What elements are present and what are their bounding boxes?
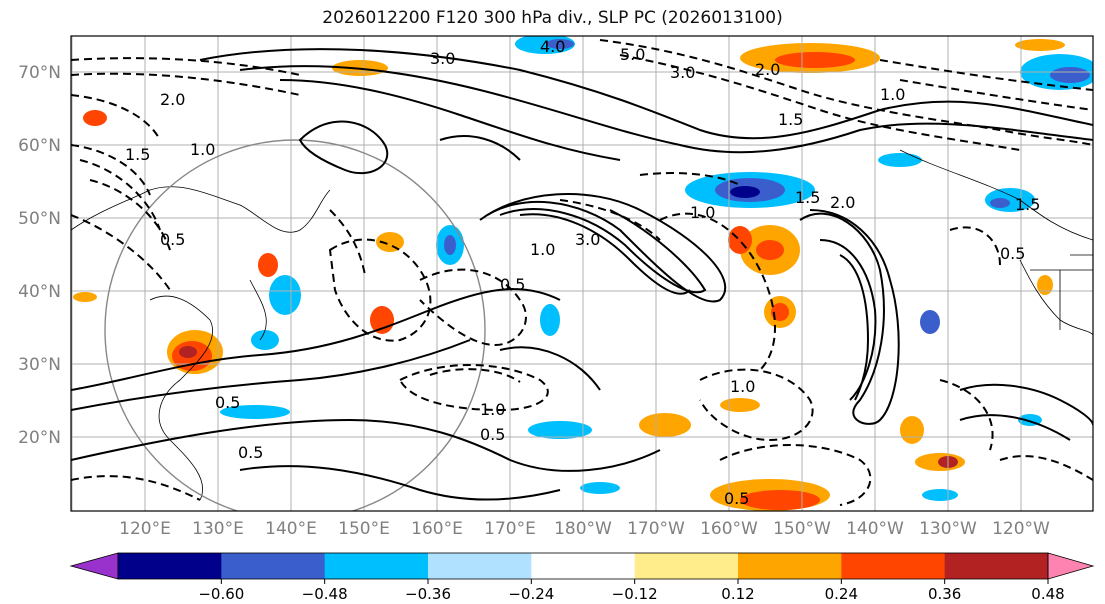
colorbar-segment xyxy=(738,553,842,579)
lon-label: 140°W xyxy=(846,519,904,539)
colorbar-segment xyxy=(428,553,532,579)
lat-label: 20°N xyxy=(18,428,61,448)
svg-text:1.5: 1.5 xyxy=(795,188,820,207)
colorbar-segment xyxy=(634,553,739,579)
svg-text:1.0: 1.0 xyxy=(530,240,555,259)
svg-text:0.5: 0.5 xyxy=(1000,244,1025,263)
lon-label: 120°W xyxy=(992,519,1050,539)
longitude-labels: 120°E 130°E 140°E 150°E 160°E 170°E 180°… xyxy=(119,519,1050,539)
colorbar-tick-label: 0.12 xyxy=(721,585,754,603)
svg-text:2.0: 2.0 xyxy=(830,193,855,212)
svg-text:0.5: 0.5 xyxy=(238,443,263,462)
slp-contours-dashed xyxy=(71,39,1093,506)
lat-label: 70°N xyxy=(18,63,61,83)
lon-label: 150°W xyxy=(773,519,831,539)
colorbar-segment xyxy=(944,553,1049,579)
map-background xyxy=(71,36,1093,511)
colorbar-tick-label: −0.48 xyxy=(302,585,348,603)
divergence-shading xyxy=(73,36,1093,511)
svg-text:0.5: 0.5 xyxy=(215,393,240,412)
colorbar-tick-label: 0.48 xyxy=(1031,585,1064,603)
svg-text:5.0: 5.0 xyxy=(620,45,645,64)
svg-text:1.0: 1.0 xyxy=(690,203,715,222)
lon-label: 180°W xyxy=(554,519,612,539)
svg-text:1.0: 1.0 xyxy=(730,377,755,396)
projection-circle xyxy=(104,139,486,511)
lon-label: 130°E xyxy=(192,519,244,539)
svg-text:1.0: 1.0 xyxy=(480,400,505,419)
colorbar-tick-label: 0.36 xyxy=(928,585,961,603)
lon-label: 140°E xyxy=(265,519,317,539)
map-title: 2026012200 F120 300 hPa div., SLP PC (20… xyxy=(322,8,783,28)
svg-text:0.5: 0.5 xyxy=(500,275,525,294)
lat-label: 30°N xyxy=(18,355,61,375)
contour-labels: 3.0 2.0 1.5 1.0 0.5 4.0 5.0 3.0 2.0 1.5 … xyxy=(125,37,1040,508)
colorbar-tick-label: −0.24 xyxy=(508,585,554,603)
colorbar-segment xyxy=(841,553,946,579)
svg-text:1.0: 1.0 xyxy=(880,85,905,104)
svg-text:1.5: 1.5 xyxy=(1015,195,1040,214)
svg-text:2.0: 2.0 xyxy=(160,90,185,109)
lon-label: 160°W xyxy=(700,519,758,539)
colorbar-segment xyxy=(221,553,326,579)
svg-text:3.0: 3.0 xyxy=(670,63,695,82)
svg-text:4.0: 4.0 xyxy=(540,37,565,56)
latitude-labels: 70°N 60°N 50°N 40°N 30°N 20°N xyxy=(18,63,61,448)
lon-label: 160°E xyxy=(411,519,463,539)
lon-label: 150°E xyxy=(338,519,390,539)
colorbar-outline xyxy=(117,552,1049,580)
lon-label: 120°E xyxy=(119,519,171,539)
lon-label: 170°E xyxy=(484,519,536,539)
colorbar: −0.60 −0.48 −0.36 −0.24 −0.12 0.12 0.24 0.36 0.4… xyxy=(69,552,1095,603)
svg-text:0.5: 0.5 xyxy=(160,230,185,249)
svg-text:3.0: 3.0 xyxy=(430,49,455,68)
svg-text:1.0: 1.0 xyxy=(190,140,215,159)
svg-text:0.5: 0.5 xyxy=(480,425,505,444)
colorbar-extend-high xyxy=(1047,552,1095,580)
colorbar-segment xyxy=(531,553,636,579)
colorbar-segment xyxy=(118,553,222,579)
colorbar-tick-label: −0.12 xyxy=(612,585,658,603)
colorbar-tick-label: 0.24 xyxy=(825,585,858,603)
colorbar-tick-label: −0.36 xyxy=(405,585,451,603)
lat-label: 40°N xyxy=(18,282,61,302)
coastlines xyxy=(71,149,1093,501)
svg-text:1.5: 1.5 xyxy=(125,145,150,164)
colorbar-segment xyxy=(324,553,429,579)
svg-text:0.5: 0.5 xyxy=(724,489,749,508)
lon-label: 170°W xyxy=(627,519,685,539)
colorbar-extend-low xyxy=(69,552,119,580)
svg-text:1.5: 1.5 xyxy=(778,110,803,129)
svg-text:2.0: 2.0 xyxy=(755,60,780,79)
slp-contours-solid xyxy=(71,48,1093,501)
lat-label: 60°N xyxy=(18,136,61,156)
map-frame xyxy=(70,35,1094,512)
lon-label: 130°W xyxy=(919,519,977,539)
colorbar-tick-label: −0.60 xyxy=(198,585,244,603)
svg-text:3.0: 3.0 xyxy=(575,230,600,249)
lat-lon-grid xyxy=(71,36,1093,511)
lat-label: 50°N xyxy=(18,209,61,229)
